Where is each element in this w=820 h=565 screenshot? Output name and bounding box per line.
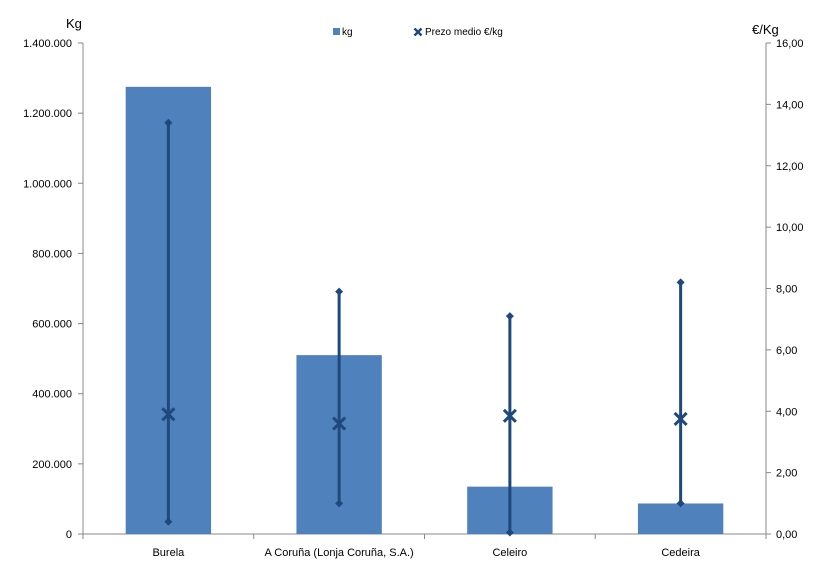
price-ranges [161, 118, 688, 537]
bar [637, 503, 724, 534]
left-ticks: 0 200.000 400.000 600.000 800.000 1.000.000 1.… [23, 38, 83, 541]
right-axis-label: €/Kg [752, 22, 779, 37]
x-labels: Burela A Coruña (Lonja Coruña, S.A.) Celei… [152, 547, 700, 559]
price-mean-stroke [673, 411, 688, 426]
price-min-marker [164, 517, 173, 526]
legend: kg Prezo medio €/kg [333, 27, 503, 38]
x-category-label: Cedeira [661, 547, 700, 559]
right-tick-label: 2,00 [776, 468, 797, 480]
price-mean-marker [332, 416, 347, 431]
bars [125, 86, 724, 534]
x-category-label: Burela [152, 547, 185, 559]
price-mean-marker [502, 408, 517, 423]
left-tick-label: 600.000 [32, 319, 72, 331]
legend-label-kg: kg [342, 27, 353, 38]
right-tick-label: 0,00 [776, 529, 797, 541]
price-mean-marker [673, 411, 688, 426]
x-category-label: A Coruña (Lonja Coruña, S.A.) [265, 547, 414, 559]
right-tick-label: 10,00 [776, 222, 804, 234]
left-tick-label: 400.000 [32, 389, 72, 401]
right-tick-label: 14,00 [776, 99, 804, 111]
price-min-marker [505, 528, 514, 537]
price-max-marker [164, 118, 173, 127]
left-tick-label: 1.400.000 [23, 38, 72, 50]
price-mean-stroke [332, 416, 347, 431]
price-max-marker [335, 287, 344, 296]
right-tick-label: 16,00 [776, 38, 804, 50]
right-tick-label: 6,00 [776, 345, 797, 357]
price-min-marker [335, 499, 344, 508]
price-max-marker [676, 278, 685, 287]
left-tick-label: 200.000 [32, 459, 72, 471]
price-mean-stroke [161, 407, 176, 422]
x-ticks [82, 534, 767, 539]
right-tick-label: 8,00 [776, 284, 797, 296]
left-tick-label: 800.000 [32, 248, 72, 260]
right-tick-label: 12,00 [776, 161, 804, 173]
left-axis-label: Kg [66, 16, 82, 31]
x-category-label: Celeiro [492, 547, 527, 559]
legend-marker-price [413, 27, 423, 37]
right-tick-label: 4,00 [776, 406, 797, 418]
left-tick-label: 1.200.000 [23, 108, 72, 120]
price-mean-stroke [502, 408, 517, 423]
price-min-marker [676, 499, 685, 508]
left-tick-label: 1.000.000 [23, 178, 72, 190]
legend-label-price: Prezo medio €/kg [425, 27, 503, 38]
price-max-marker [505, 312, 514, 321]
left-tick-label: 0 [66, 529, 72, 541]
price-mean-marker [161, 407, 176, 422]
legend-swatch-kg [333, 28, 340, 35]
right-ticks: 0,00 2,00 4,00 6,00 8,00 10,00 12,00 14,00 16,00 [766, 38, 804, 541]
